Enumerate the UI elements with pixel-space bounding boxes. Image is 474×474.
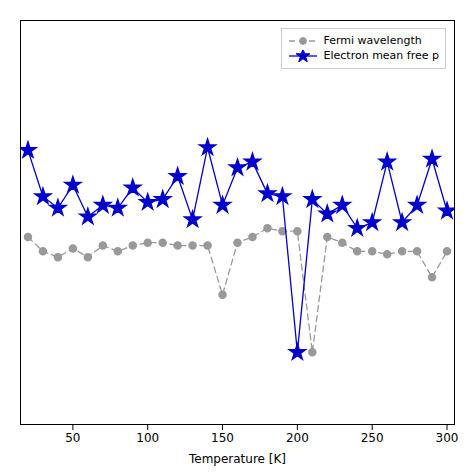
svg-text:200: 200 [286,431,309,445]
svg-text:150: 150 [211,431,234,445]
svg-text:Temperature [K]: Temperature [K] [188,452,286,466]
svg-text:50: 50 [65,431,80,445]
html-text:Fermi wavelength: Fermi wavelength [323,34,422,47]
svg-text:300: 300 [436,431,459,445]
html-text:Electron mean free p: Electron mean free p [323,49,439,63]
svg-text:250: 250 [361,431,384,445]
svg-text:100: 100 [136,431,159,445]
